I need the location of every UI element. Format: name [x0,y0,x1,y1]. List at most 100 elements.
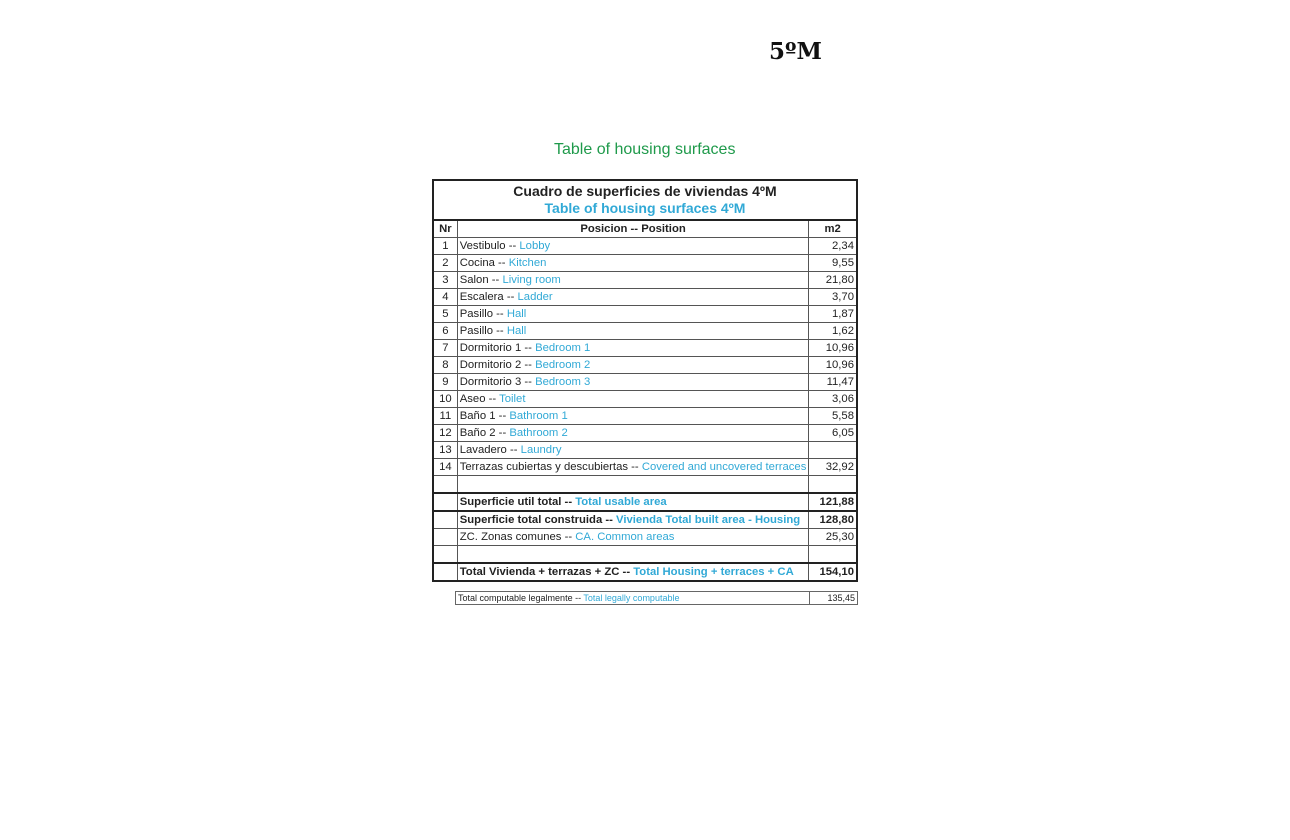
position-es: Dormitorio 3 -- [459,376,536,388]
position-en: Hall [506,325,527,337]
subtitle: Table of housing surfaces [554,141,736,158]
row-nr: 11 [432,407,458,425]
row-m2: 121,88 [808,492,858,512]
table-row: 4 Escalera -- Ladder 3,70 [432,288,858,306]
row-nr: 3 [432,271,458,289]
position-es: ZC. Zonas comunes -- [459,531,576,543]
row-m2: 3,06 [808,390,858,408]
table-row: 12 Baño 2 -- Bathroom 2 6,05 [432,424,858,442]
row-position: Dormitorio 2 -- Bedroom 2 [456,356,810,374]
row-m2: 11,47 [808,373,858,391]
position-en: Covered and uncovered terraces [641,461,807,473]
row-position: Cocina -- Kitchen [456,254,810,272]
table-row [432,545,858,564]
row-m2: 128,80 [808,510,858,529]
position-es: Superficie total construida -- [459,514,617,526]
row-nr: 4 [432,288,458,306]
row-m2: 1,87 [808,305,858,323]
table-row: 8 Dormitorio 2 -- Bedroom 2 10,96 [432,356,858,374]
row-m2: 5,58 [808,407,858,425]
position-es: Baño 2 -- [459,427,510,439]
header-row: Nr Posicion -- Position m2 [432,219,858,238]
row-nr: 1 [432,237,458,255]
table-row: 7 Dormitorio 1 -- Bedroom 1 10,96 [432,339,858,357]
position-en: Bathroom 2 [509,427,568,439]
row-m2: 10,96 [808,356,858,374]
position-en: Kitchen [508,257,547,269]
row-nr: 10 [432,390,458,408]
row-nr: 6 [432,322,458,340]
row-nr [432,510,458,529]
row-nr: 5 [432,305,458,323]
row-nr: 12 [432,424,458,442]
surfaces-table: Cuadro de superficies de viviendas 4ºM Ta… [432,179,858,582]
position-es: Salon -- [459,274,503,286]
position-en: Total Housing + terraces + CA [633,566,794,578]
position-en: Lobby [519,240,551,252]
table-row: 3 Salon -- Living room 21,80 [432,271,858,289]
title-en: Table of housing surfaces 4ºM [544,200,746,216]
position-es: Escalera -- [459,291,518,303]
table-row: 13 Lavadero -- Laundry [432,441,858,459]
row-m2: 154,10 [808,562,858,582]
row-position: Dormitorio 1 -- Bedroom 1 [456,339,810,357]
row-m2: 25,30 [808,528,858,546]
header-nr: Nr [432,219,458,238]
row-nr: 2 [432,254,458,272]
position-es: Lavadero -- [459,444,521,456]
row-position: Lavadero -- Laundry [456,441,810,459]
row-m2: 6,05 [808,424,858,442]
table-row: ZC. Zonas comunes -- CA. Common areas 25,… [432,528,858,546]
position-en: Bathroom 1 [509,410,568,422]
position-es: Total Vivienda + terrazas + ZC -- [459,566,634,578]
position-en: Bedroom 2 [535,359,591,371]
row-nr [432,528,458,546]
row-position: Pasillo -- Hall [456,322,810,340]
position-es: Vestibulo -- [459,240,520,252]
position-en: Total usable area [575,496,667,508]
row-m2 [808,441,858,459]
position-en: Bedroom 3 [535,376,591,388]
header-m2: m2 [808,219,858,238]
legal-m2: 135,45 [809,591,858,605]
row-m2: 3,70 [808,288,858,306]
row-position: Baño 1 -- Bathroom 1 [456,407,810,425]
position-es: Pasillo -- [459,308,507,320]
row-position: Superficie total construida -- Vivienda … [456,510,810,529]
row-nr: 13 [432,441,458,459]
position-en: Toilet [499,393,526,405]
row-position: Pasillo -- Hall [456,305,810,323]
row-nr: 9 [432,373,458,391]
row-position: Baño 2 -- Bathroom 2 [456,424,810,442]
position-es: Superficie util total -- [459,496,576,508]
position-es: Dormitorio 1 -- [459,342,536,354]
row-position: Dormitorio 3 -- Bedroom 3 [456,373,810,391]
row-position: Vestibulo -- Lobby [456,237,810,255]
position-es: Cocina -- [459,257,509,269]
table-row: 11 Baño 1 -- Bathroom 1 5,58 [432,407,858,425]
row-nr: 8 [432,356,458,374]
table-title-row: Cuadro de superficies de viviendas 4ºM Ta… [432,179,858,221]
position-es: Baño 1 -- [459,410,510,422]
page-heading: 5ºM [769,38,822,65]
position-en: Bedroom 1 [535,342,591,354]
table-row: Superficie total construida -- Vivienda … [432,510,858,529]
table-row: Total Vivienda + terrazas + ZC -- Total … [432,562,858,582]
row-position: Aseo -- Toilet [456,390,810,408]
legal-row: Total computable legalmente -- Total leg… [432,591,858,605]
table-row: 14 Terrazas cubiertas y descubiertas -- C… [432,458,858,476]
position-en: Living room [502,274,561,286]
position-en: Ladder [517,291,553,303]
row-nr [432,492,458,512]
legal-table: Total computable legalmente -- Total leg… [432,591,858,605]
table-row: 2 Cocina -- Kitchen 9,55 [432,254,858,272]
position-es: Dormitorio 2 -- [459,359,536,371]
row-position: Total Vivienda + terrazas + ZC -- Total … [456,562,810,582]
position-en: CA. Common areas [575,531,675,543]
row-nr: 14 [432,458,458,476]
position-en: Vivienda Total built area - Housing [616,514,801,526]
legal-es: Total computable legalmente -- [458,593,584,603]
table-row: 1 Vestibulo -- Lobby 2,34 [432,237,858,255]
position-en: Laundry [520,444,562,456]
row-position: ZC. Zonas comunes -- CA. Common areas [456,528,810,546]
